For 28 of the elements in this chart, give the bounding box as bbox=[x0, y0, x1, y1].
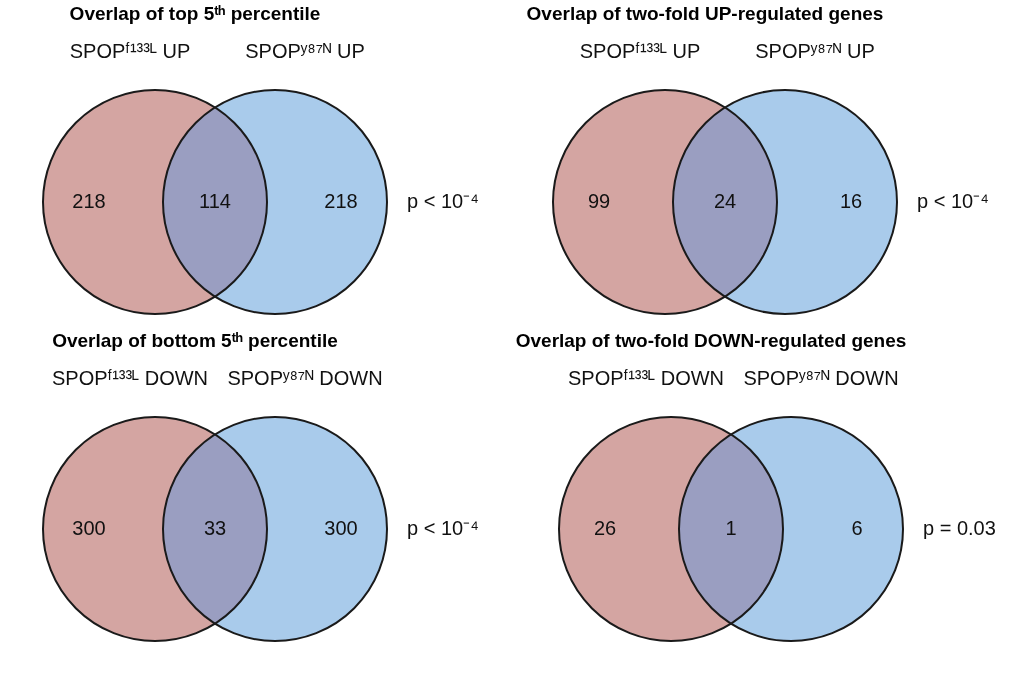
text: Overlap of top 5ᵗʰ percentile bbox=[69, 3, 321, 24]
data-label: 1 bbox=[725, 517, 737, 539]
text: Overlap of two-fold DOWN-regulated genes bbox=[515, 330, 907, 351]
data-label: 26 bbox=[593, 517, 617, 539]
category-label: SPOPʸ⁸⁷ᴺ UP bbox=[755, 40, 875, 62]
data-label: 99 bbox=[587, 190, 611, 212]
category-label: SPOPᶠ¹³³ᴸ DOWN bbox=[567, 367, 725, 389]
text: p < 10⁻⁴ bbox=[917, 190, 989, 212]
data-label: 218 bbox=[324, 190, 358, 212]
category-label: SPOPᶠ¹³³ᴸ UP bbox=[579, 40, 701, 62]
category-label: SPOPʸ⁸⁷ᴺ UP bbox=[245, 40, 365, 62]
category-label: SPOPʸ⁸⁷ᴺ DOWN bbox=[743, 367, 899, 389]
text: Overlap of two-fold UP-regulated genes bbox=[526, 3, 884, 24]
category-label: SPOPʸ⁸⁷ᴺ DOWN bbox=[227, 367, 383, 389]
data-label: 6 bbox=[851, 517, 863, 539]
text: p < 10⁻⁴ bbox=[407, 190, 479, 212]
category-label: SPOPᶠ¹³³ᴸ DOWN bbox=[51, 367, 209, 389]
data-label: 300 bbox=[72, 517, 106, 539]
data-label: 114 bbox=[199, 190, 231, 212]
text: Overlap of bottom 5ᵗʰ percentile bbox=[52, 330, 338, 351]
data-label: 218 bbox=[72, 190, 106, 212]
category-label: SPOPᶠ¹³³ᴸ UP bbox=[69, 40, 191, 62]
text: p < 10⁻⁴ bbox=[407, 517, 479, 539]
text: p = 0.03 bbox=[923, 517, 996, 539]
data-label: 33 bbox=[203, 517, 227, 539]
data-label: 300 bbox=[324, 517, 358, 539]
data-label: 24 bbox=[713, 190, 737, 212]
data-label: 16 bbox=[839, 190, 863, 212]
